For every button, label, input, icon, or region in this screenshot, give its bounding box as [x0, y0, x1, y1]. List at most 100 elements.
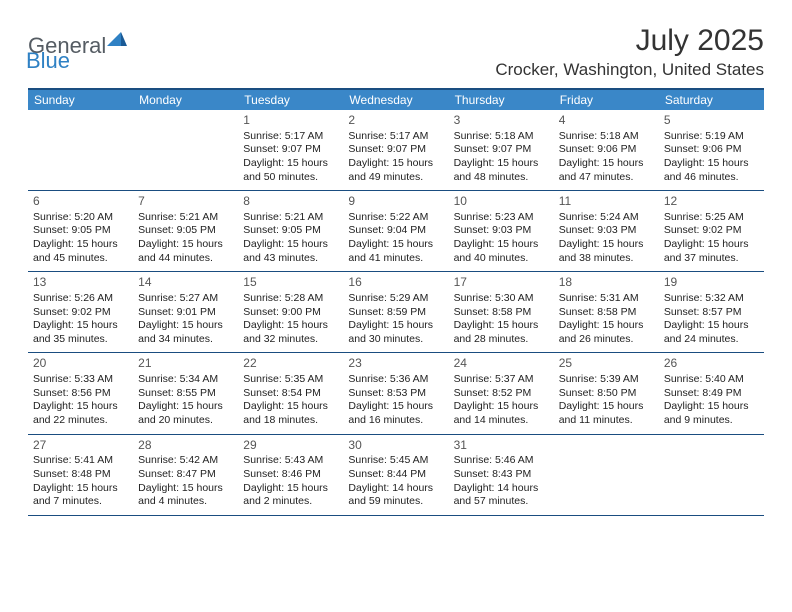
day-number: 17 [454, 275, 549, 291]
day-info-line: and 26 minutes. [559, 333, 654, 347]
day-number: 27 [33, 438, 128, 454]
day-info-line: Sunrise: 5:45 AM [348, 454, 443, 468]
day-cell: 4Sunrise: 5:18 AMSunset: 9:06 PMDaylight… [554, 110, 659, 190]
day-info-line: Sunset: 9:00 PM [243, 306, 338, 320]
day-cell: 13Sunrise: 5:26 AMSunset: 9:02 PMDayligh… [28, 272, 133, 352]
day-info-line: Sunset: 9:07 PM [348, 143, 443, 157]
day-number: 30 [348, 438, 443, 454]
day-cell: 10Sunrise: 5:23 AMSunset: 9:03 PMDayligh… [449, 191, 554, 271]
day-cell: 31Sunrise: 5:46 AMSunset: 8:43 PMDayligh… [449, 435, 554, 515]
day-info-line: Sunset: 9:02 PM [33, 306, 128, 320]
brand-blue: Blue [26, 48, 70, 73]
empty-cell [28, 110, 133, 190]
day-number: 29 [243, 438, 338, 454]
day-info-line: Sunset: 9:05 PM [138, 224, 233, 238]
day-number: 12 [664, 194, 759, 210]
day-number: 11 [559, 194, 654, 210]
day-info-line: Daylight: 15 hours [664, 157, 759, 171]
week-row: 27Sunrise: 5:41 AMSunset: 8:48 PMDayligh… [28, 435, 764, 516]
day-info-line: Sunset: 8:52 PM [454, 387, 549, 401]
day-number: 7 [138, 194, 233, 210]
day-cell: 19Sunrise: 5:32 AMSunset: 8:57 PMDayligh… [659, 272, 764, 352]
dow-cell: Sunday [28, 90, 133, 110]
day-number: 13 [33, 275, 128, 291]
day-info-line: Daylight: 15 hours [243, 400, 338, 414]
day-info-line: and 40 minutes. [454, 252, 549, 266]
day-info-line: Daylight: 15 hours [348, 319, 443, 333]
day-info-line: Sunrise: 5:28 AM [243, 292, 338, 306]
day-info-line: Daylight: 15 hours [243, 319, 338, 333]
day-info-line: Sunrise: 5:39 AM [559, 373, 654, 387]
day-number: 16 [348, 275, 443, 291]
calendar-grid: SundayMondayTuesdayWednesdayThursdayFrid… [28, 88, 764, 516]
day-number: 20 [33, 356, 128, 372]
day-info-line: Daylight: 15 hours [664, 238, 759, 252]
day-cell: 6Sunrise: 5:20 AMSunset: 9:05 PMDaylight… [28, 191, 133, 271]
day-info-line: and 49 minutes. [348, 171, 443, 185]
day-info-line: and 28 minutes. [454, 333, 549, 347]
day-number: 3 [454, 113, 549, 129]
day-info-line: Daylight: 15 hours [33, 319, 128, 333]
week-row: 13Sunrise: 5:26 AMSunset: 9:02 PMDayligh… [28, 272, 764, 353]
day-info-line: and 18 minutes. [243, 414, 338, 428]
day-info-line: Sunrise: 5:22 AM [348, 211, 443, 225]
day-number: 9 [348, 194, 443, 210]
day-info-line: Sunset: 9:03 PM [559, 224, 654, 238]
day-info-line: and 48 minutes. [454, 171, 549, 185]
day-info-line: and 47 minutes. [559, 171, 654, 185]
day-info-line: Sunrise: 5:29 AM [348, 292, 443, 306]
day-info-line: Sunrise: 5:17 AM [243, 130, 338, 144]
day-cell: 23Sunrise: 5:36 AMSunset: 8:53 PMDayligh… [343, 353, 448, 433]
day-cell: 20Sunrise: 5:33 AMSunset: 8:56 PMDayligh… [28, 353, 133, 433]
day-info-line: Sunrise: 5:27 AM [138, 292, 233, 306]
day-cell: 18Sunrise: 5:31 AMSunset: 8:58 PMDayligh… [554, 272, 659, 352]
day-info-line: Daylight: 15 hours [138, 400, 233, 414]
day-cell: 15Sunrise: 5:28 AMSunset: 9:00 PMDayligh… [238, 272, 343, 352]
day-info-line: Sunset: 8:53 PM [348, 387, 443, 401]
day-cell: 21Sunrise: 5:34 AMSunset: 8:55 PMDayligh… [133, 353, 238, 433]
day-info-line: and 34 minutes. [138, 333, 233, 347]
day-info-line: Sunrise: 5:23 AM [454, 211, 549, 225]
day-info-line: and 14 minutes. [454, 414, 549, 428]
day-info-line: Sunrise: 5:40 AM [664, 373, 759, 387]
day-info-line: Sunrise: 5:32 AM [664, 292, 759, 306]
day-info-line: and 2 minutes. [243, 495, 338, 509]
day-number: 31 [454, 438, 549, 454]
day-info-line: Sunset: 8:50 PM [559, 387, 654, 401]
day-info-line: Sunrise: 5:26 AM [33, 292, 128, 306]
day-info-line: Sunrise: 5:31 AM [559, 292, 654, 306]
day-info-line: Sunset: 8:43 PM [454, 468, 549, 482]
day-info-line: Daylight: 14 hours [348, 482, 443, 496]
day-info-line: Sunrise: 5:33 AM [33, 373, 128, 387]
day-number: 5 [664, 113, 759, 129]
day-cell: 14Sunrise: 5:27 AMSunset: 9:01 PMDayligh… [133, 272, 238, 352]
day-cell: 22Sunrise: 5:35 AMSunset: 8:54 PMDayligh… [238, 353, 343, 433]
day-info-line: Sunset: 9:07 PM [243, 143, 338, 157]
day-number: 14 [138, 275, 233, 291]
day-cell: 1Sunrise: 5:17 AMSunset: 9:07 PMDaylight… [238, 110, 343, 190]
day-info-line: and 30 minutes. [348, 333, 443, 347]
day-info-line: Sunset: 9:07 PM [454, 143, 549, 157]
day-number: 6 [33, 194, 128, 210]
dow-cell: Thursday [449, 90, 554, 110]
day-info-line: Daylight: 15 hours [454, 319, 549, 333]
day-info-line: and 41 minutes. [348, 252, 443, 266]
day-info-line: Daylight: 15 hours [243, 157, 338, 171]
day-info-line: Daylight: 15 hours [454, 400, 549, 414]
day-number: 10 [454, 194, 549, 210]
dow-cell: Monday [133, 90, 238, 110]
day-info-line: Daylight: 15 hours [348, 238, 443, 252]
day-info-line: and 35 minutes. [33, 333, 128, 347]
day-info-line: and 50 minutes. [243, 171, 338, 185]
day-info-line: Sunrise: 5:34 AM [138, 373, 233, 387]
day-info-line: Sunrise: 5:18 AM [559, 130, 654, 144]
day-cell: 17Sunrise: 5:30 AMSunset: 8:58 PMDayligh… [449, 272, 554, 352]
day-info-line: and 7 minutes. [33, 495, 128, 509]
day-info-line: Sunset: 8:48 PM [33, 468, 128, 482]
empty-cell [554, 435, 659, 515]
day-cell: 5Sunrise: 5:19 AMSunset: 9:06 PMDaylight… [659, 110, 764, 190]
day-info-line: Daylight: 15 hours [138, 238, 233, 252]
day-number: 19 [664, 275, 759, 291]
day-info-line: Daylight: 15 hours [454, 238, 549, 252]
day-cell: 16Sunrise: 5:29 AMSunset: 8:59 PMDayligh… [343, 272, 448, 352]
